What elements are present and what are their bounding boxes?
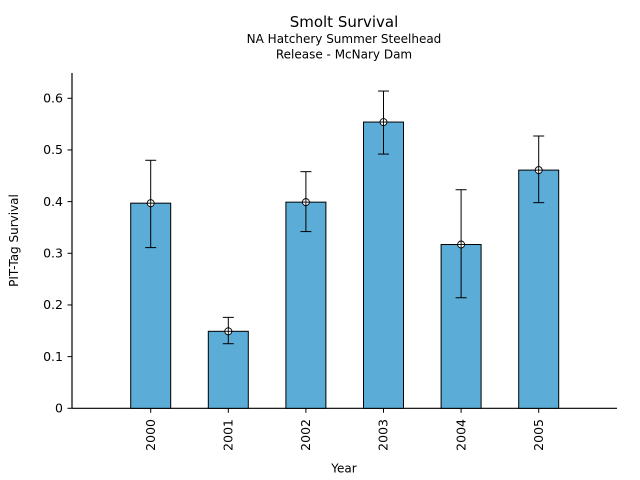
y-tick-label-0.4: 0.4 bbox=[43, 194, 63, 209]
y-tick-label-0.5: 0.5 bbox=[43, 142, 63, 157]
chart-title: Smolt Survival bbox=[290, 13, 399, 31]
y-tick-label-0: 0 bbox=[55, 401, 63, 416]
x-tick-label-2004: 2004 bbox=[453, 419, 468, 451]
x-axis-label: Year bbox=[330, 462, 356, 476]
x-tick-label-2000: 2000 bbox=[143, 419, 158, 451]
bar-2002 bbox=[285, 201, 327, 409]
x-tick-label-2002: 2002 bbox=[298, 419, 313, 451]
y-axis-label: PIT-Tag Survival bbox=[7, 194, 21, 287]
x-tick-label-2001: 2001 bbox=[221, 419, 236, 451]
y-tick-label-0.6: 0.6 bbox=[43, 90, 63, 105]
y-tick-label-0.1: 0.1 bbox=[43, 349, 63, 364]
bar-2003 bbox=[363, 121, 404, 409]
x-tick-label-2005: 2005 bbox=[531, 419, 546, 451]
chart-subtitle-line1: NA Hatchery Summer Steelhead bbox=[247, 32, 442, 46]
bar-2005 bbox=[518, 169, 560, 409]
chart-subtitle-line2: Release - McNary Dam bbox=[276, 48, 412, 62]
y-tick-label-0.3: 0.3 bbox=[43, 245, 63, 260]
x-tick-label-2003: 2003 bbox=[376, 419, 391, 451]
y-tick-label-0.2: 0.2 bbox=[43, 297, 63, 312]
plot-area: 0 0.1 0.2 0.3 0.4 0.5 0.6 2000 2001 2002 2003 2004 2… bbox=[43, 73, 617, 451]
